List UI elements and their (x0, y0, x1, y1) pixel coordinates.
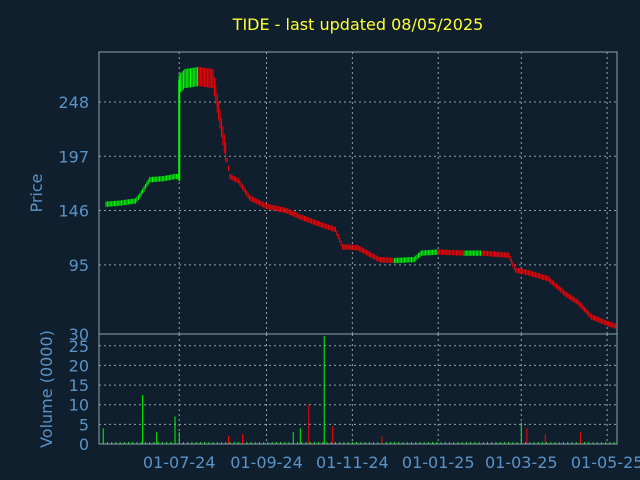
x-tick-label: 01-07-24 (143, 453, 216, 472)
price-tick-label: 197 (58, 147, 89, 166)
price-panel-frame (98, 51, 618, 335)
x-tick-label: 01-11-24 (316, 453, 389, 472)
volume-tick-label: 20 (69, 356, 89, 375)
volume-tick-label: 25 (69, 337, 89, 356)
price-tick-label: 146 (58, 202, 89, 221)
volume-grid (99, 334, 617, 444)
price-series (105, 66, 617, 329)
x-ticks: 01-07-24 01-09-24 01-11-24 01-01-25 01-03-25… (143, 453, 640, 472)
volume-panel-frame (98, 333, 618, 445)
volume-tick-label: 5 (79, 415, 89, 434)
x-tick-label: 01-01-25 (402, 453, 475, 472)
x-tick-label: 01-09-24 (230, 453, 303, 472)
chart-title: TIDE - last updated 08/05/2025 (232, 15, 484, 34)
price-tick-label: 95 (69, 256, 89, 275)
price-y-ticks: 248 197 146 95 30 (58, 93, 89, 344)
volume-tick-label: 15 (69, 376, 89, 395)
price-tick-label: 248 (58, 93, 89, 112)
x-tick-label: 01-05-25 (571, 453, 640, 472)
volume-tick-label: 0 (79, 435, 89, 454)
volume-series (98, 335, 615, 444)
volume-tick-label: 10 (69, 396, 89, 415)
price-axis-label: Price (27, 173, 46, 212)
x-tick-label: 01-03-25 (485, 453, 558, 472)
price-grid (99, 52, 617, 334)
price-tick-label: 30 (69, 325, 89, 344)
volume-axis-label: Volume (0000) (37, 330, 56, 448)
